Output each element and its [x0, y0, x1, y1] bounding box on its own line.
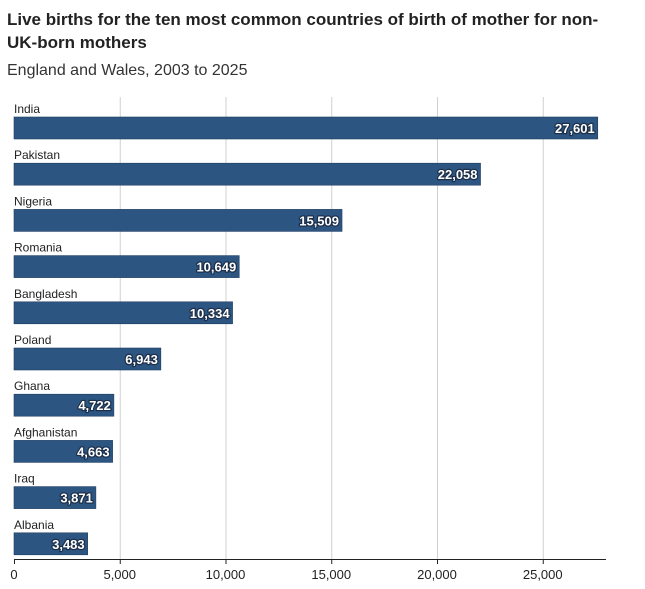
bar-layer: India 27,601 Pakistan 22,058 Nigeria 15,509 Ro… — [13, 102, 599, 556]
data-label: 3,483 — [52, 537, 85, 552]
bar — [13, 532, 88, 556]
data-label: 27,601 — [555, 121, 595, 136]
x-tick-label: 25,000 — [523, 567, 563, 582]
bar — [13, 209, 343, 232]
x-tick-label: 5,000 — [103, 567, 136, 582]
x-tick-label: 0 — [10, 567, 17, 582]
category-label: Afghanistan — [14, 425, 77, 439]
category-label: Romania — [14, 241, 62, 255]
category-label: Iraq — [14, 472, 35, 486]
x-tick-label: 15,000 — [311, 567, 351, 582]
bar — [13, 255, 240, 278]
data-label: 4,663 — [77, 444, 110, 459]
x-tick-label: 10,000 — [206, 567, 246, 582]
category-label: Albania — [14, 518, 54, 532]
data-label: 6,943 — [125, 352, 158, 367]
x-tick-label: 20,000 — [417, 567, 457, 582]
bar — [13, 301, 233, 325]
bar — [13, 116, 599, 140]
data-label: 22,058 — [438, 167, 478, 182]
x-axis: 0 5,000 10,000 15,000 20,000 25,000 — [10, 559, 606, 582]
category-label: Bangladesh — [14, 287, 77, 301]
bar — [13, 440, 113, 463]
data-label: 10,649 — [196, 260, 236, 275]
category-label: Pakistan — [14, 148, 60, 162]
data-label: 15,509 — [299, 213, 339, 228]
data-label: 4,722 — [78, 398, 111, 413]
category-label: India — [14, 102, 40, 116]
category-label: Poland — [14, 333, 51, 347]
bar — [13, 486, 97, 509]
data-label: 3,871 — [60, 491, 93, 506]
bar — [13, 162, 481, 186]
bar — [13, 347, 162, 371]
data-label: 10,334 — [190, 306, 231, 321]
category-label: Ghana — [14, 379, 50, 393]
chart-subtitle: England and Wales, 2003 to 2025 — [7, 62, 248, 79]
chart-title: Live births for the ten most common coun… — [7, 10, 599, 52]
category-label: Nigeria — [14, 194, 52, 208]
bar — [13, 393, 115, 417]
